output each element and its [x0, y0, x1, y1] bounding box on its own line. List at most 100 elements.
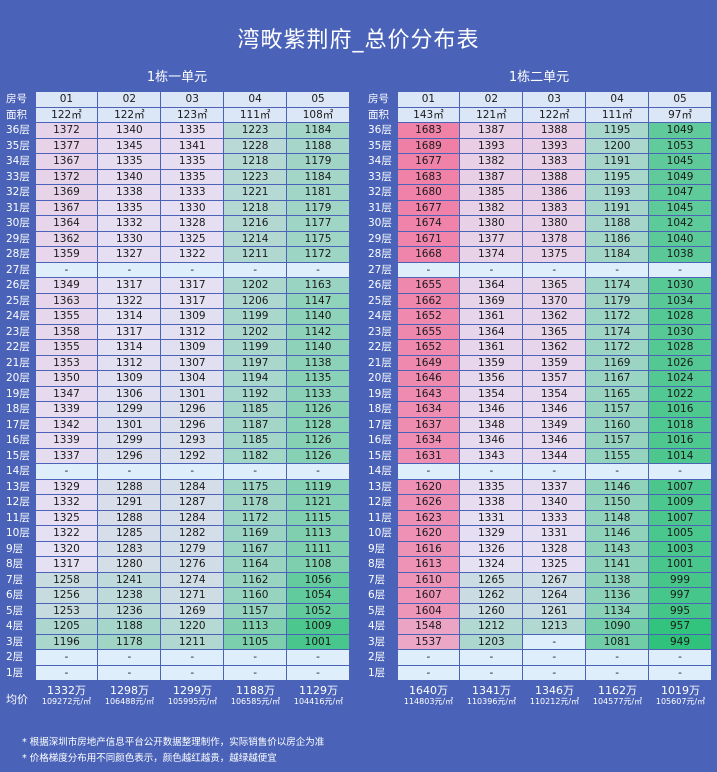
price-cell: 1662 [396, 292, 461, 309]
price-cell: 1643 [396, 385, 461, 402]
floor-label: 8层 [368, 558, 386, 570]
floor-label: 19层 [6, 387, 30, 400]
price-cell: 1202 [223, 277, 288, 294]
price-cell: 1646 [396, 370, 461, 387]
price-cell: 1195 [585, 168, 650, 185]
price-cell: 1030 [648, 323, 712, 340]
price-cell: 1081 [585, 633, 650, 650]
price-cell: 1383 [522, 153, 587, 170]
price-cell: 1214 [223, 230, 288, 247]
floor-label: 9层 [368, 542, 386, 555]
price-cell: - [223, 664, 288, 681]
price-cell: 1223 [223, 122, 288, 139]
price-cell: 1009 [648, 494, 712, 511]
price-cell: 1312 [97, 354, 162, 371]
floor-label: 26层 [368, 279, 392, 291]
area-header-row: 面积 143㎡ 121㎡ 122㎡ 111㎡ 97㎡ [366, 106, 712, 123]
price-cell: 1317 [160, 292, 225, 309]
price-cell: 1053 [648, 137, 712, 154]
floor-label: 25层 [368, 294, 392, 307]
average-unit-price: 114803元/㎡ [403, 697, 454, 706]
average-price: 1299万 105995元/㎡ [163, 684, 223, 707]
unit2-price-table: 房号 01 02 03 04 05 面积 143㎡ 121㎡ 122㎡ 111㎡ 97㎡ 36层 1683… [366, 91, 712, 681]
floor-row: 1层 - - - - - [4, 664, 350, 681]
price-cell: 1221 [223, 184, 288, 201]
room-area: 111㎡ [223, 106, 288, 123]
price-cell: - [97, 664, 162, 681]
floor-row: 35层 1377 1345 1341 1228 1188 [4, 137, 350, 154]
price-cell: 1325 [160, 230, 225, 247]
price-cell: 1179 [286, 153, 350, 170]
floor-row: 33层 1683 1387 1388 1195 1049 [366, 168, 712, 185]
floor-label: 32层 [6, 186, 30, 198]
price-cell: 1387 [459, 168, 524, 185]
floor-label: 20层 [6, 372, 30, 384]
page-title: 湾畋紫荆府_总价分布表 [237, 28, 480, 53]
price-cell: 1285 [97, 525, 162, 542]
price-cell: 1649 [396, 354, 461, 371]
price-cell: 1604 [396, 602, 461, 619]
price-cell: 1620 [396, 525, 461, 542]
price-cell: 1026 [648, 354, 712, 371]
floor-row: 11层 1623 1331 1333 1148 1007 [366, 509, 712, 526]
price-cell: 1177 [286, 215, 350, 232]
price-cell: 1258 [34, 571, 99, 588]
room-area: 97㎡ [648, 106, 712, 123]
price-cell: 1634 [396, 432, 461, 449]
price-cell: - [34, 463, 99, 480]
price-cell: 1054 [286, 587, 350, 604]
price-cell: 1140 [286, 339, 350, 356]
price-cell: 1314 [97, 308, 162, 325]
price-cell: - [97, 463, 162, 480]
average-price: 1162万 104577元/㎡ [588, 684, 648, 707]
price-cell: 1333 [160, 184, 225, 201]
price-cell: 1196 [34, 633, 99, 650]
price-cell: 1007 [648, 509, 712, 526]
price-cell: 1330 [160, 199, 225, 216]
price-cell: 995 [648, 602, 712, 619]
price-cell: 1363 [34, 292, 99, 309]
price-cell: 1677 [396, 199, 461, 216]
price-cell: 1150 [585, 494, 650, 511]
price-cell: 1387 [459, 122, 524, 139]
price-cell: 1049 [648, 122, 712, 139]
price-cell: 1346 [522, 432, 587, 449]
footnote-source: * 根据深圳市房地产信息平台公开数据整理制作，实际销售价以房企为准 [22, 737, 325, 748]
price-cell: 1216 [223, 215, 288, 232]
price-cell: 1548 [396, 618, 461, 635]
price-cell: 1218 [223, 153, 288, 170]
average-total: 1129万 [299, 684, 338, 697]
floor-label: 27层 [368, 263, 392, 276]
floor-label: 4层 [6, 620, 24, 632]
price-cell: - [459, 664, 524, 681]
price-cell: - [396, 261, 461, 278]
price-cell: - [459, 463, 524, 480]
floor-row: 30层 1364 1332 1328 1216 1177 [4, 215, 350, 232]
price-cell: 1623 [396, 509, 461, 526]
floor-row: 6层 1607 1262 1264 1136 997 [366, 587, 712, 604]
price-cell: 1052 [286, 602, 350, 619]
price-cell: 1283 [97, 540, 162, 557]
price-cell: 1620 [396, 478, 461, 495]
price-cell: 1186 [585, 230, 650, 247]
price-cell: 1335 [97, 199, 162, 216]
price-cell: 1652 [396, 339, 461, 356]
floor-label: 33层 [6, 170, 30, 183]
floor-row: 22层 1355 1314 1309 1199 1140 [4, 339, 350, 356]
price-cell: 1634 [396, 401, 461, 418]
price-cell: 1296 [97, 447, 162, 464]
price-cell: 1322 [34, 525, 99, 542]
price-cell: 1382 [459, 199, 524, 216]
price-cell: 1328 [522, 540, 587, 557]
floor-row: 23层 1358 1317 1312 1202 1142 [4, 323, 350, 340]
price-cell: 1178 [97, 633, 162, 650]
floor-label: 31层 [368, 201, 392, 214]
price-cell: 1296 [160, 401, 225, 418]
price-cell: 1211 [223, 246, 288, 263]
price-cell: 1349 [34, 277, 99, 294]
price-cell: - [459, 261, 524, 278]
floor-row: 2层 - - - - - [4, 649, 350, 666]
price-cell: 1332 [97, 215, 162, 232]
floor-label: 1层 [368, 666, 386, 679]
price-cell: 1264 [522, 587, 587, 604]
